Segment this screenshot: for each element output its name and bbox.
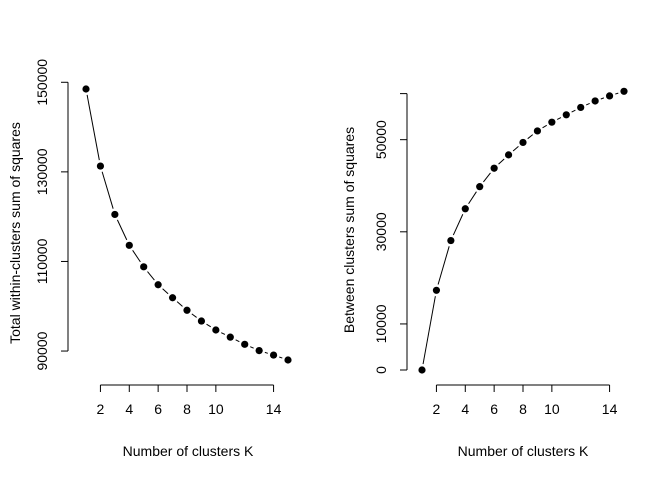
left-line-segment: [206, 323, 212, 328]
right-xlabel: Number of clusters K: [458, 443, 589, 459]
left-ylabel: Total within-clusters sum of squares: [7, 122, 23, 344]
left-data-point: [111, 210, 119, 219]
right-data-point: [562, 111, 570, 119]
left-line-segment: [279, 356, 283, 359]
right-data-point: [605, 92, 614, 100]
left-y-tick-label: 150000: [34, 59, 50, 106]
left-y-tick-label: 130000: [34, 148, 50, 195]
right-line-segment: [600, 97, 605, 100]
left-line-segment: [86, 94, 100, 161]
right-line-segment: [556, 117, 562, 120]
right-x-tick-label: 14: [602, 401, 618, 417]
right-line-segment: [422, 296, 436, 365]
right-line-segment: [571, 109, 576, 113]
right-line-segment: [585, 102, 590, 106]
right-line-segment: [437, 246, 450, 285]
right-x-tick-label: 4: [461, 401, 469, 417]
left-data-point: [82, 85, 90, 93]
right-x-tick-label: 2: [433, 401, 441, 417]
left-x-tick-label: 14: [266, 401, 282, 417]
left-y-tick-label: 90000: [34, 331, 50, 370]
left-data-point: [255, 346, 263, 355]
left-line-segment: [162, 288, 169, 295]
right-y-tick-label: 10000: [373, 304, 389, 343]
left-line-segment: [250, 346, 254, 349]
right-data-point: [476, 183, 484, 191]
left-x-tick-label: 8: [183, 401, 191, 417]
right-data-point: [620, 87, 628, 95]
left-x-tick-label: 2: [97, 401, 105, 417]
left-line-segment: [221, 332, 226, 335]
left-data-point: [183, 306, 191, 314]
left-data-point: [269, 351, 278, 359]
left-x-tick-label: 6: [154, 401, 162, 417]
left-x-tick-label: 10: [208, 401, 224, 417]
left-data-point: [226, 333, 234, 341]
right-data-point: [519, 138, 527, 147]
right-data-point: [533, 127, 542, 135]
right-line-segment: [452, 214, 464, 236]
right-x-tick-label: 10: [544, 401, 560, 417]
left-line-segment: [147, 271, 155, 281]
left-data-point: [197, 317, 206, 325]
left-x-tick-label: 4: [125, 401, 133, 417]
left-data-point: [140, 263, 148, 271]
right-data-point: [447, 236, 455, 245]
left-line-segment: [191, 313, 197, 318]
left-data-point: [168, 294, 177, 302]
right-x-tick-label: 8: [519, 401, 527, 417]
right-data-point: [418, 366, 426, 374]
right-line-segment: [468, 191, 477, 205]
left-y-tick-label: 110000: [34, 238, 50, 284]
left-data-point: [284, 356, 292, 364]
right-line-segment: [542, 124, 547, 129]
right-ylabel: Between clusters sum of squares: [341, 127, 357, 333]
left-xlabel: Number of clusters K: [123, 443, 254, 459]
right-data-point: [490, 164, 498, 172]
left-data-point: [96, 162, 105, 170]
right-line-segment: [498, 158, 505, 165]
right-y-tick-label: 0: [373, 366, 389, 374]
right-line-segment: [512, 145, 519, 152]
right-data-point: [548, 118, 556, 126]
right-line-segment: [615, 92, 619, 95]
right-y-tick-label: 30000: [373, 212, 389, 251]
right-line-segment: [527, 134, 534, 140]
left-line-segment: [264, 351, 268, 354]
left-line-segment: [132, 250, 141, 263]
left-data-point: [154, 281, 162, 289]
left-data-point: [212, 326, 220, 334]
right-panel: Number of clusters K Between clusters su…: [341, 87, 628, 459]
left-line-segment: [176, 301, 183, 307]
right-x-tick-label: 6: [490, 401, 498, 417]
right-data-point: [461, 205, 469, 213]
left-line-segment: [116, 219, 128, 241]
right-data-point: [432, 286, 441, 294]
right-y-tick-label: 50000: [373, 120, 389, 159]
right-line-segment: [483, 172, 491, 183]
left-data-point: [125, 241, 133, 249]
right-data-point: [591, 97, 599, 105]
right-data-point: [577, 103, 585, 112]
left-line-segment: [101, 171, 114, 209]
left-panel: Number of clusters K Total within-cluste…: [7, 59, 292, 459]
left-data-point: [241, 340, 249, 348]
left-line-segment: [235, 339, 240, 343]
right-data-point: [504, 151, 513, 159]
